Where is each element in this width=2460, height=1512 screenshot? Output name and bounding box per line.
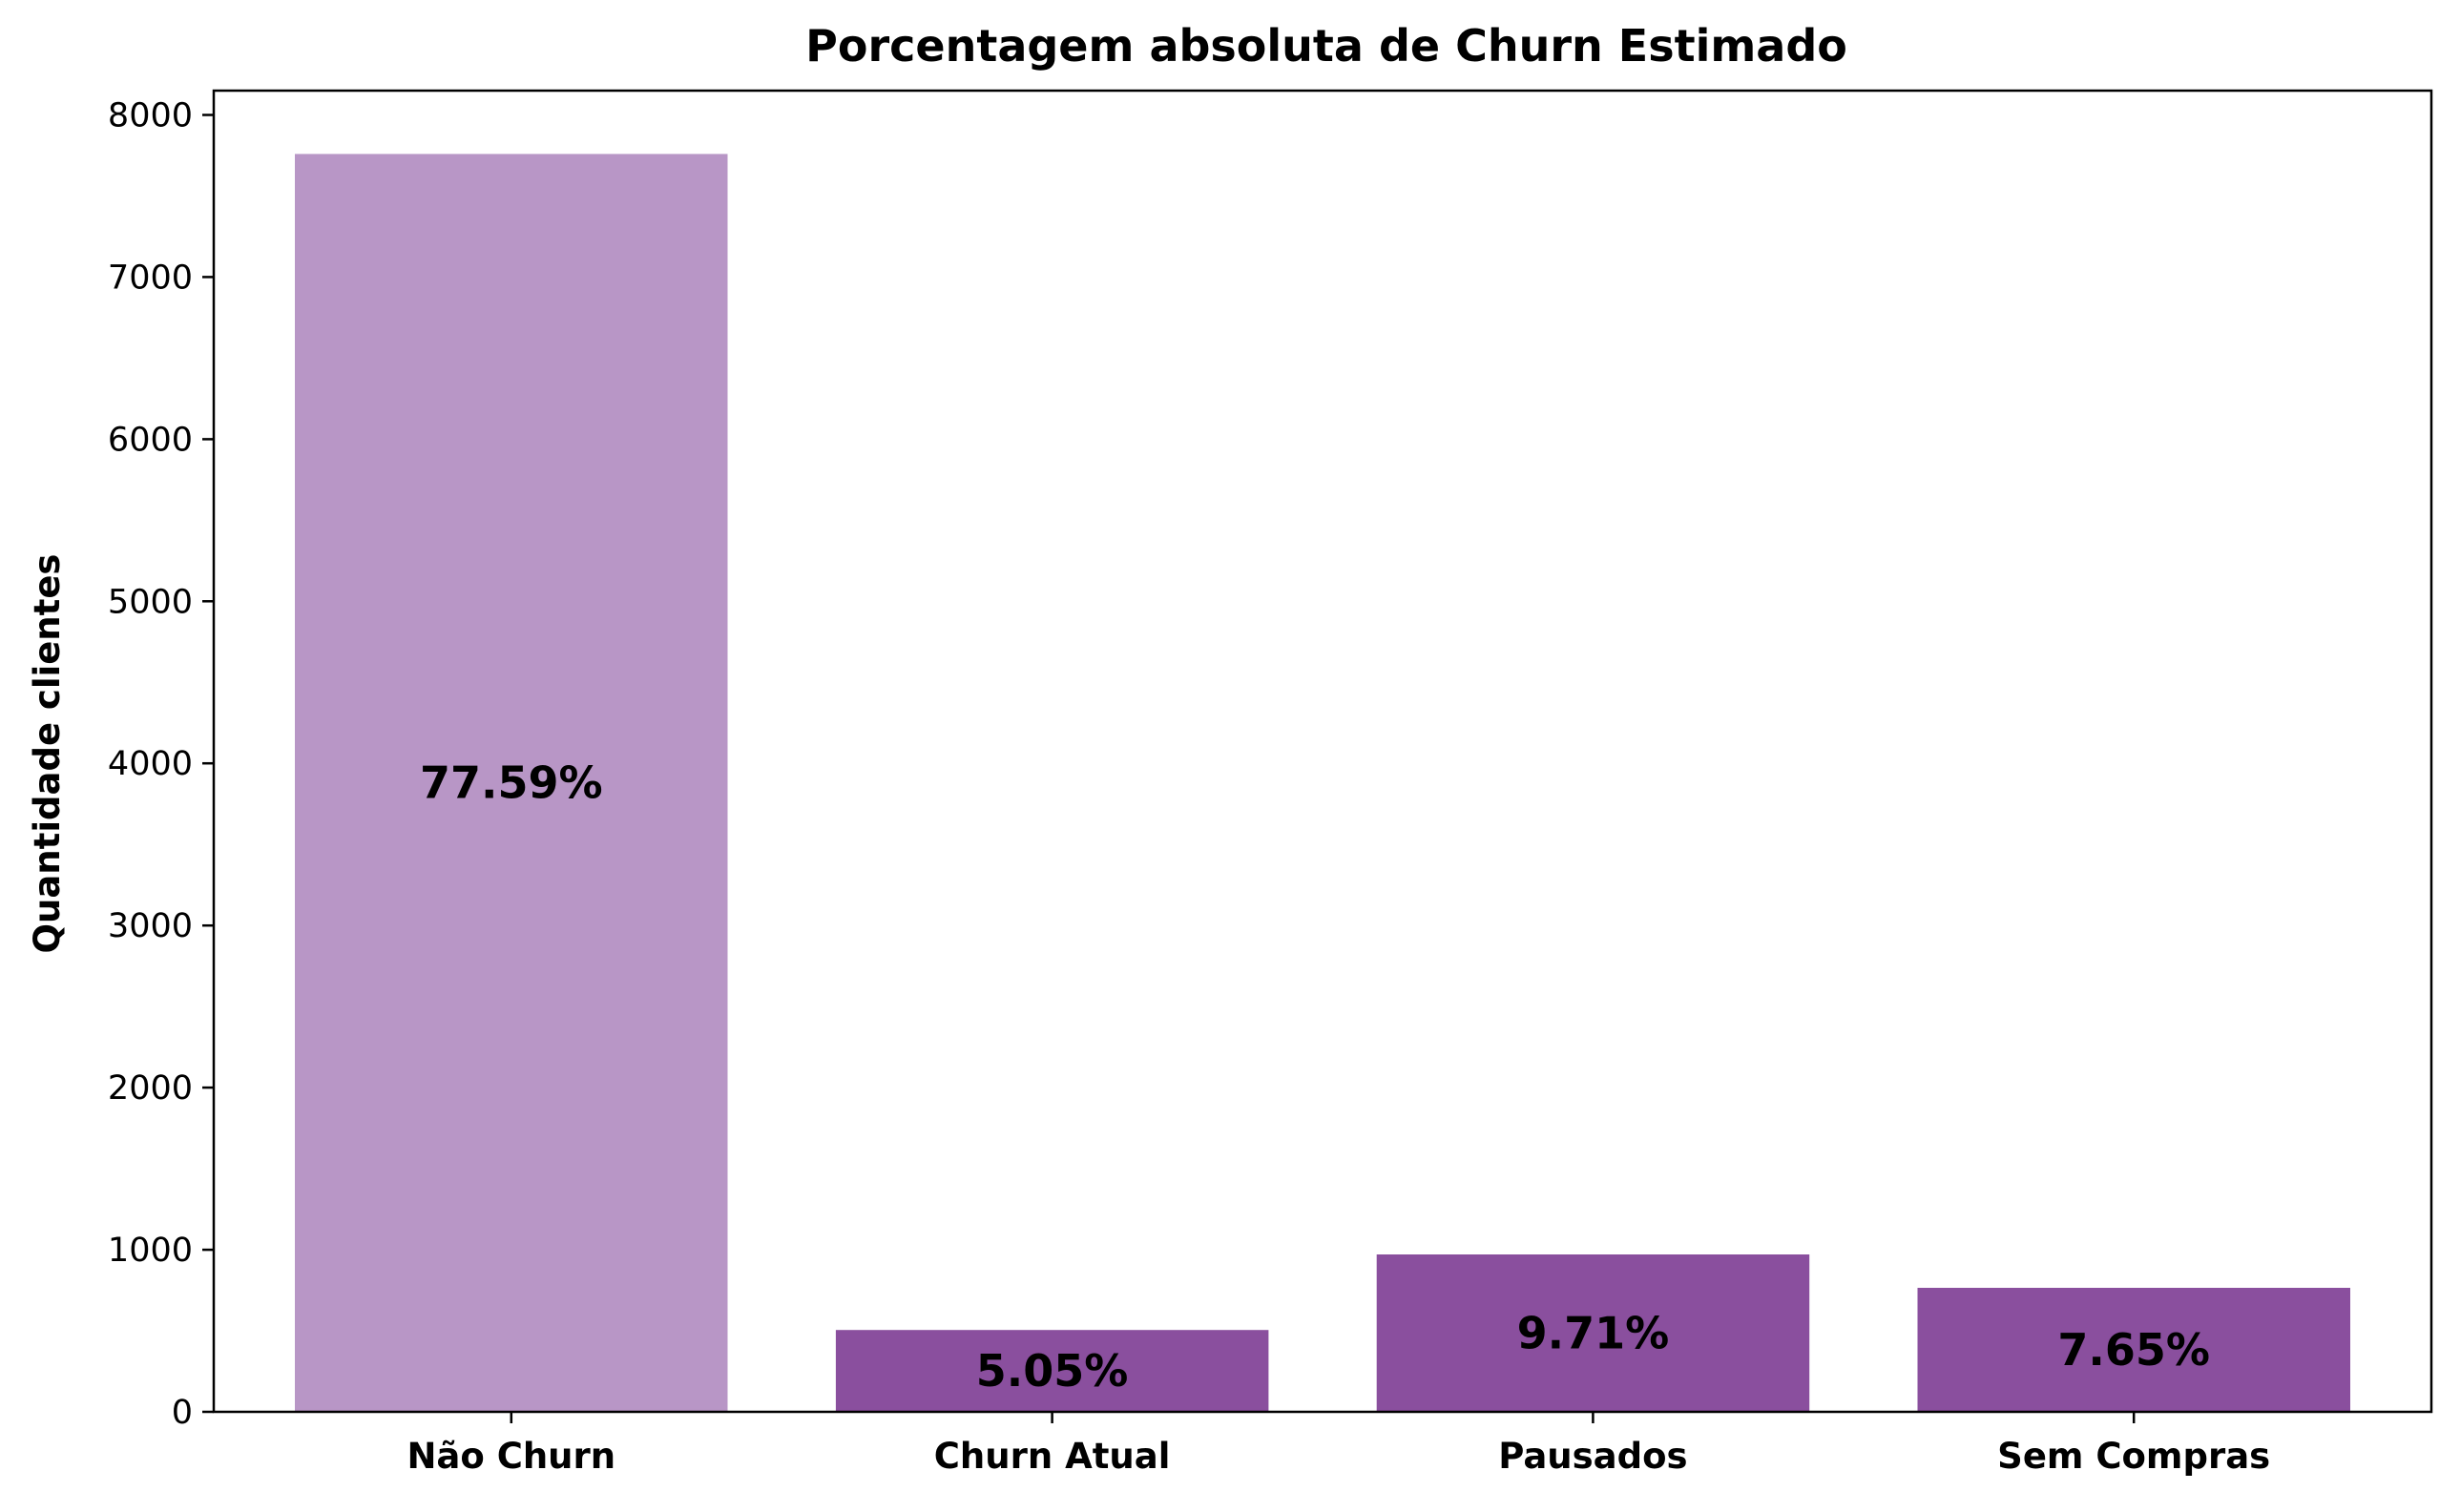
y-tick-label-0: 0	[172, 1394, 193, 1432]
bar-3	[1917, 1288, 2350, 1412]
y-axis-ticks: 0 1000 2000 3000 4000 5000 6000 7000 8000	[108, 97, 214, 1432]
y-tick-label-2: 2000	[108, 1069, 193, 1108]
x-tick-label-1: Churn Atual	[934, 1436, 1171, 1477]
bar-1	[835, 1330, 1269, 1412]
x-tick-label-3: Sem Compras	[1997, 1436, 2270, 1477]
y-tick-label-1: 1000	[108, 1232, 193, 1270]
bar-2	[1376, 1254, 1810, 1412]
x-axis-ticks: Não Churn Churn Atual Pausados Sem Compras	[407, 1412, 2270, 1477]
y-tick-label-6: 6000	[108, 421, 193, 459]
bar-label-3: 7.65%	[2057, 1324, 2210, 1376]
bar-label-1: 5.05%	[976, 1345, 1129, 1397]
bar-label-0: 77.59%	[420, 757, 603, 809]
y-tick-label-5: 5000	[108, 583, 193, 621]
bar-0	[295, 154, 728, 1412]
y-tick-label-7: 7000	[108, 259, 193, 297]
y-axis-label: Quantidade clientes	[27, 554, 68, 954]
bar-label-2: 9.71%	[1517, 1308, 1670, 1359]
y-tick-label-8: 8000	[108, 97, 193, 135]
y-tick-label-3: 3000	[108, 907, 193, 945]
plot-frame	[212, 89, 2433, 1414]
y-tick-label-4: 4000	[108, 745, 193, 783]
x-tick-label-0: Não Churn	[407, 1436, 615, 1477]
bar-labels-layer: 77.59% 5.05% 9.71% 7.65%	[420, 757, 2210, 1397]
x-tick-label-2: Pausados	[1498, 1436, 1687, 1477]
chart-title: Porcentagem absoluta de Churn Estimado	[805, 20, 1847, 72]
bars-layer	[295, 154, 2350, 1412]
